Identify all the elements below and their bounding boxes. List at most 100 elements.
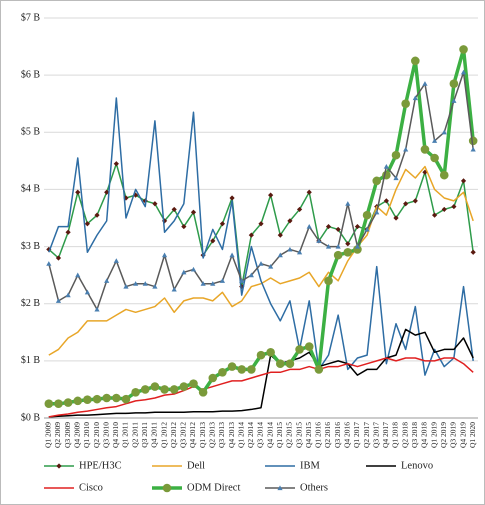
- marker: [335, 226, 341, 233]
- marker: [102, 393, 111, 403]
- marker: [160, 385, 169, 394]
- marker: [403, 201, 409, 207]
- marker: [210, 238, 216, 244]
- y-tick-label: $7 B: [21, 12, 41, 23]
- marker: [84, 289, 90, 295]
- marker: [94, 306, 100, 312]
- marker: [393, 175, 399, 181]
- y-tick-label: $0 B: [21, 412, 41, 423]
- marker: [55, 255, 62, 261]
- x-tick-label: Q2 2012: [169, 422, 178, 448]
- marker: [411, 56, 420, 66]
- marker: [335, 243, 341, 249]
- marker: [393, 215, 399, 221]
- marker: [345, 241, 351, 247]
- marker: [354, 223, 361, 230]
- x-tick-label: Q4 2014: [265, 422, 274, 448]
- x-tick-label: Q1 2012: [159, 422, 168, 448]
- marker: [229, 252, 235, 258]
- marker: [268, 192, 274, 198]
- marker: [258, 261, 264, 266]
- marker: [304, 342, 314, 351]
- y-tick-label: $1 B: [21, 355, 41, 366]
- marker: [432, 212, 438, 218]
- marker: [362, 210, 372, 220]
- x-tick-label: Q2 2016: [323, 422, 332, 448]
- marker: [451, 203, 457, 210]
- marker: [150, 382, 160, 391]
- marker: [451, 98, 457, 103]
- marker: [316, 238, 322, 243]
- x-tick-label: Q3 2018: [410, 422, 419, 448]
- marker: [449, 79, 459, 89]
- legend-label: Dell: [187, 460, 205, 471]
- marker: [171, 206, 177, 213]
- marker: [401, 99, 410, 109]
- line: [48, 97, 474, 376]
- line: [48, 328, 474, 418]
- x-tick-label: Q2 2018: [400, 422, 409, 448]
- marker: [161, 252, 168, 258]
- marker: [113, 161, 119, 167]
- marker: [112, 393, 121, 403]
- marker: [46, 261, 52, 266]
- legend-marker: [162, 483, 172, 493]
- series: [48, 165, 474, 356]
- x-tick-label: Q3 2010: [101, 422, 110, 448]
- marker: [468, 136, 478, 146]
- x-tick-label: Q3 2012: [179, 422, 188, 448]
- marker: [441, 206, 447, 213]
- x-tick-label: Q3 2009: [63, 422, 72, 448]
- x-tick-label: Q1 2017: [352, 422, 361, 448]
- marker: [83, 395, 92, 405]
- marker: [200, 281, 206, 286]
- marker: [94, 212, 100, 218]
- marker: [131, 387, 140, 397]
- marker: [63, 398, 73, 407]
- line: [48, 357, 474, 418]
- marker: [248, 272, 254, 278]
- marker: [432, 138, 438, 143]
- x-tick-label: Q1 2010: [82, 422, 91, 448]
- marker: [403, 146, 409, 152]
- x-tick-label: Q1 2013: [198, 422, 207, 448]
- marker: [353, 245, 362, 254]
- y-tick-label: $2 B: [21, 298, 41, 309]
- marker: [65, 292, 71, 298]
- x-tick-label: Q4 2012: [188, 422, 197, 448]
- x-tick-label: Q1 2014: [236, 422, 245, 448]
- marker: [73, 396, 83, 406]
- marker: [325, 243, 332, 249]
- marker: [104, 189, 110, 195]
- marker: [219, 221, 226, 227]
- marker: [248, 232, 254, 238]
- x-tick-label: Q4 2013: [227, 422, 236, 448]
- x-tick-label: Q4 2009: [72, 422, 81, 448]
- marker: [296, 206, 303, 213]
- marker: [275, 359, 285, 369]
- y-tick-label: $4 B: [21, 184, 41, 195]
- marker: [258, 221, 264, 227]
- x-tick-label: Q1 2009: [44, 422, 53, 448]
- x-tick-label: Q3 2014: [256, 422, 265, 448]
- marker: [55, 298, 62, 303]
- marker: [306, 189, 312, 195]
- marker: [133, 281, 139, 286]
- x-tick-label: Q4 2016: [343, 422, 352, 448]
- x-tick-label: Q2 2014: [246, 422, 255, 448]
- marker: [54, 399, 63, 409]
- marker: [237, 365, 247, 374]
- x-tick-label: Q4 2019: [458, 422, 467, 448]
- legend-label: IBM: [300, 460, 321, 471]
- x-tick-label: Q2 2019: [439, 422, 448, 448]
- marker: [219, 278, 226, 283]
- x-tick-label: Q2 2013: [207, 422, 216, 448]
- x-tick-label: Q2 2010: [92, 422, 101, 448]
- x-tick-label: Q1 2018: [391, 422, 400, 448]
- marker: [44, 399, 54, 409]
- marker: [470, 249, 476, 255]
- marker: [422, 81, 428, 86]
- line: [48, 165, 474, 356]
- x-tick-label: Q3 2015: [294, 422, 303, 448]
- marker: [256, 350, 266, 360]
